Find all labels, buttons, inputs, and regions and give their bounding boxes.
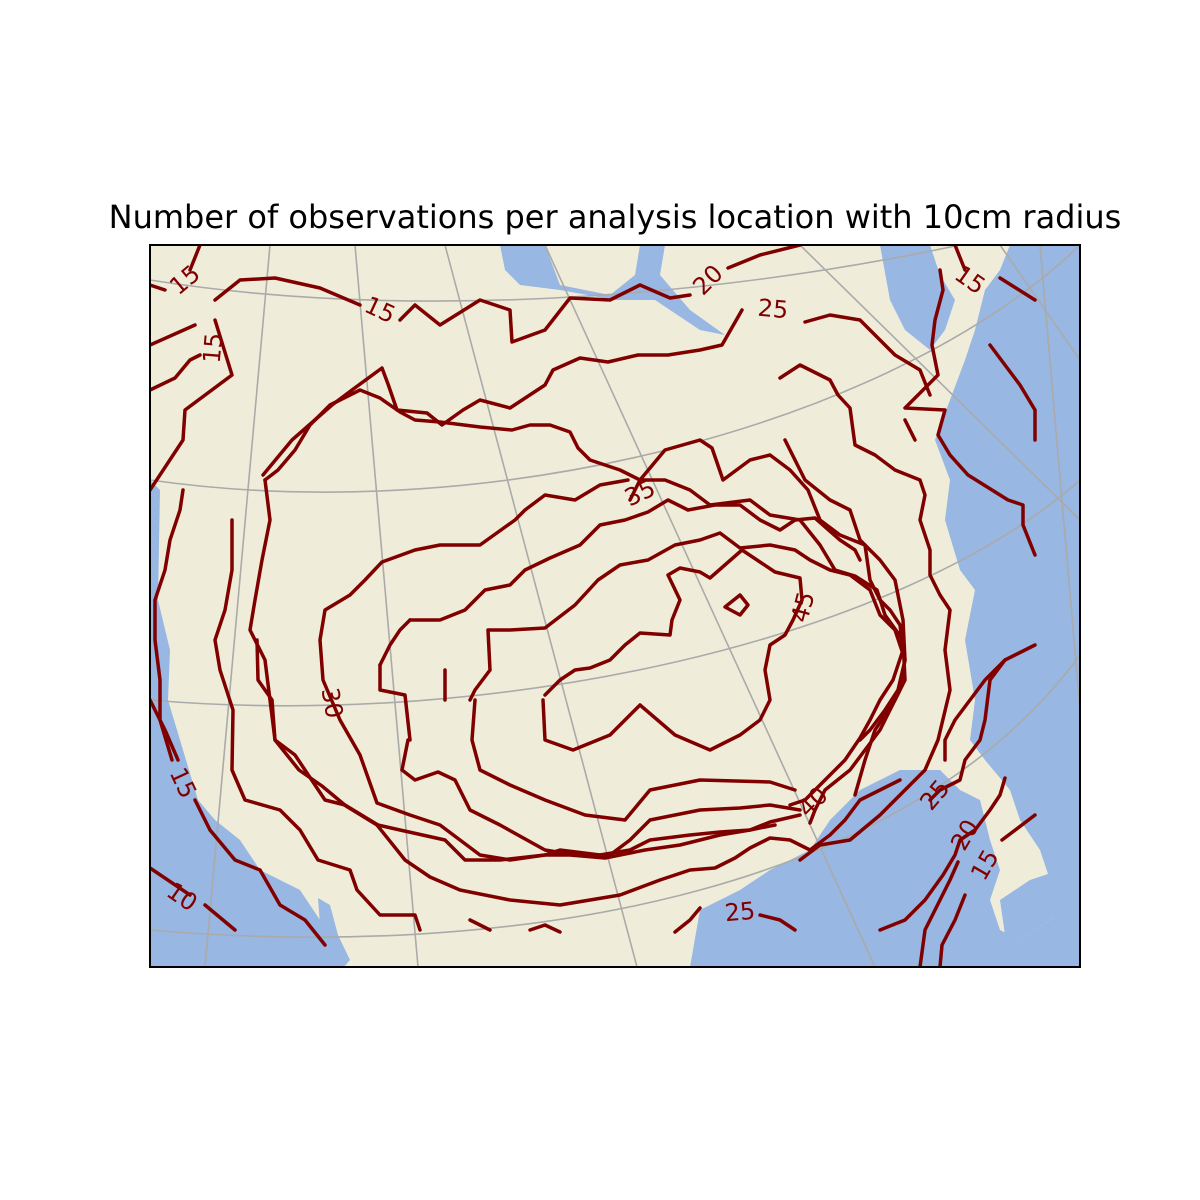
contour-30-outer [778,363,952,862]
cuba [1000,868,1080,940]
contour-lines [150,245,1037,967]
hudson-bay [500,245,725,335]
contour-15-ne [953,245,1037,442]
parallel-3 [150,479,1080,707]
contour-30 [255,388,917,862]
contour-15-n [213,276,692,344]
meridian-3 [444,245,638,967]
contour-15-west [150,318,327,947]
contour-25 [248,308,1007,932]
parallel-4 [150,654,1080,938]
contour-label-l25-n: 25 [757,294,790,325]
meridian-1 [204,245,271,967]
meridian-7 [999,245,1080,361]
map-area [150,245,1080,967]
atlantic [935,245,1080,967]
contour-40 [378,618,802,857]
chart-title: Number of observations per analysis loca… [109,198,1122,236]
contour-20-inner [213,518,702,934]
contour-label-l25-s: 25 [724,897,757,928]
contour-label-l15-nw2: 15 [198,332,229,365]
parallel-1 [150,245,961,302]
contour-15-nw [150,245,202,292]
map-frame [149,244,1081,968]
meridian-5 [1039,245,1080,711]
contour-15-se [938,813,1037,967]
meridian-6 [799,245,1080,521]
gulf-of-california [318,898,350,967]
contour-label-l30: 30 [316,686,349,721]
contour-45 [541,548,804,752]
contour-10 [150,866,237,932]
contour-45-diamond [723,593,750,617]
contour-40-b [378,531,907,742]
meridian-2 [354,245,419,967]
graticule [150,245,1080,967]
contour-20 [150,245,1037,967]
pacific-coast [150,480,345,967]
